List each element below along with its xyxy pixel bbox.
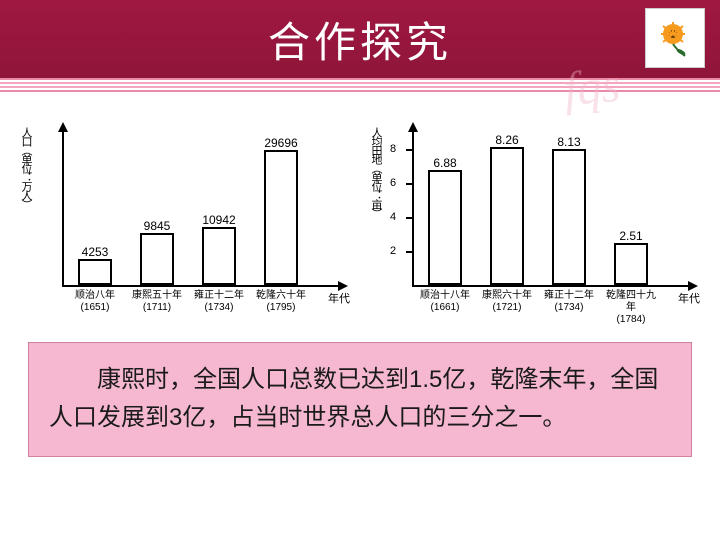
chart-bar: 10942 [202,227,236,285]
flower-decoration [645,8,705,68]
bar-value: 10942 [202,213,235,227]
chart-bar: 8.26 [490,147,524,285]
chart-bar: 8.13 [552,149,586,285]
chart-bar: 2.51 [614,243,648,285]
y-tick [406,251,414,253]
y-tick-label: 8 [390,143,396,155]
divider-stripe [0,78,720,92]
x-tick-label: 乾隆四十九年(1784) [602,290,660,326]
bar-value: 29696 [264,136,297,150]
y-tick-label: 4 [390,211,396,223]
bar-value: 8.13 [557,135,580,149]
x-axis [412,285,692,287]
chart-bar: 6.88 [428,170,462,285]
y-axis [412,127,414,287]
slide-header: 合作探究 [0,0,720,78]
chart1-ylabel: 人口（单位：万人） [20,127,31,208]
slide-title: 合作探究 [268,9,452,70]
chart-bar: 4253 [78,259,112,285]
x-tick-label: 康熙五十年(1711) [128,290,186,314]
bar-value: 8.26 [495,133,518,147]
y-tick [406,183,414,185]
y-tick-label: 2 [390,245,396,257]
land-per-capita-chart: 人均田地（单位：亩） 2 4 6 8 6.88 顺治十八年(1661) 8.26 康熙六十年… [370,122,700,322]
caption-box: 康熙时，全国人口总数已达到1.5亿，乾隆末年，全国人口发展到3亿，占当时世界总人… [28,342,692,457]
caption-text: 康熙时，全国人口总数已达到1.5亿，乾隆末年，全国人口发展到3亿，占当时世界总人… [49,361,671,438]
x-tick-label: 乾隆六十年(1795) [252,290,310,314]
chart2-ylabel: 人均田地（单位：亩） [370,127,381,217]
chart-bar: 9845 [140,233,174,285]
chart2-xtitle: 年代 [678,290,700,306]
chart1-xtitle: 年代 [328,290,350,306]
population-chart: 人口（单位：万人） 4253 顺治八年(1651) 9845 康熙五十年(1711) 1… [20,122,350,322]
x-tick-label: 雍正十二年(1734) [540,290,598,314]
x-tick-label: 顺治十八年(1661) [416,290,474,314]
chart-bar: 29696 [264,150,298,285]
y-axis [62,127,64,287]
y-tick [406,217,414,219]
x-tick-label: 康熙六十年(1721) [478,290,536,314]
x-tick-label: 顺治八年(1651) [66,290,124,314]
bar-value: 4253 [82,245,109,259]
x-axis [62,285,342,287]
x-tick-label: 雍正十二年(1734) [190,290,248,314]
flower-icon [655,18,695,58]
bar-value: 9845 [144,219,171,233]
bar-value: 6.88 [433,156,456,170]
bar-value: 2.51 [619,229,642,243]
y-tick-label: 6 [390,177,396,189]
charts-row: 人口（单位：万人） 4253 顺治八年(1651) 9845 康熙五十年(1711) 1… [0,92,720,322]
y-tick [406,149,414,151]
